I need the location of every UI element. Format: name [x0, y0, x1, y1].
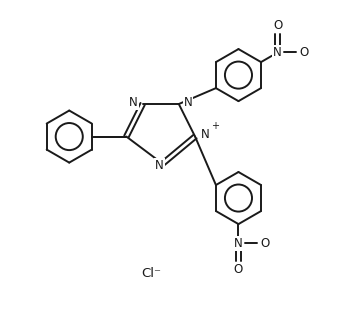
Text: Cl⁻: Cl⁻ — [142, 267, 162, 280]
Text: +: + — [211, 121, 219, 131]
Text: N: N — [234, 237, 243, 250]
Text: O: O — [300, 46, 309, 59]
Text: N: N — [129, 96, 138, 109]
Text: O: O — [234, 263, 243, 276]
Text: N: N — [273, 46, 282, 59]
Text: N: N — [183, 96, 192, 109]
Text: N: N — [155, 159, 164, 172]
Text: O: O — [261, 237, 270, 250]
Text: O: O — [273, 19, 282, 32]
Text: N: N — [201, 128, 210, 141]
